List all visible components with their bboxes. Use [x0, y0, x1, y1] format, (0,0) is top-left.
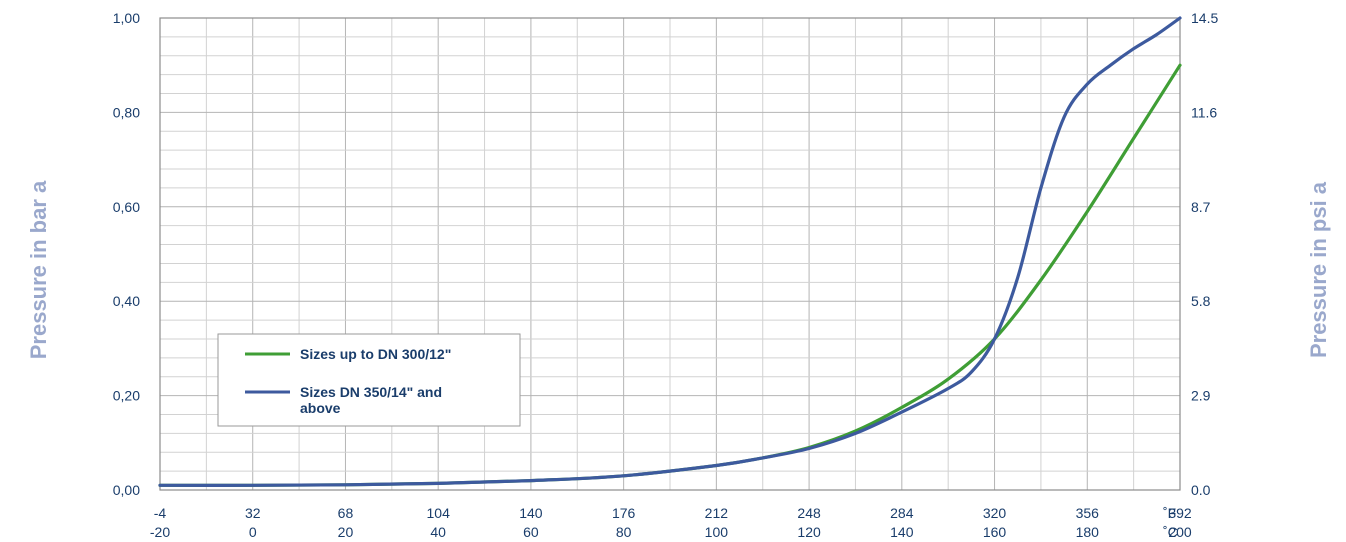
y2-tick-label: 8.7 [1191, 199, 1211, 215]
x-tick-label-fahrenheit: 68 [338, 505, 354, 521]
y-tick-label: 0,40 [113, 293, 140, 309]
plot-frame [159, 17, 1181, 491]
x-tick-label-fahrenheit: 284 [890, 505, 914, 521]
grid [160, 18, 1180, 490]
x-tick-label-fahrenheit: -4 [154, 505, 167, 521]
x-tick-label-fahrenheit: 392 [1168, 505, 1192, 521]
x-tick-label-celsius: 0 [249, 524, 257, 540]
x-tick-label-fahrenheit: 356 [1076, 505, 1100, 521]
y2-tick-label: 5.8 [1191, 293, 1211, 309]
y2-tick-label: 11.6 [1191, 104, 1217, 120]
x-tick-label-fahrenheit: 212 [705, 505, 729, 521]
y2-tick-label: 2.9 [1191, 388, 1211, 404]
legend: Sizes up to DN 300/12" Sizes DN 350/14" … [217, 333, 521, 427]
y-tick-label: 0,80 [113, 104, 140, 120]
y-axis-left-title: Pressure in bar a [26, 180, 51, 359]
x-tick-label-celsius: 140 [890, 524, 914, 540]
y2-tick-label: 14.5 [1191, 10, 1218, 26]
y2-tick-label: 0.0 [1191, 482, 1211, 498]
x-tick-label-celsius: 160 [983, 524, 1007, 540]
x-tick-label-fahrenheit: 320 [983, 505, 1007, 521]
x-tick-label-celsius: -20 [150, 524, 170, 540]
x-axis: -4-2032068201044014060176802121002481202… [150, 505, 1192, 540]
x-tick-label-celsius: 40 [430, 524, 446, 540]
x-tick-label-celsius: 100 [705, 524, 729, 540]
y-axis-right-title: Pressure in psi a [1306, 181, 1331, 358]
x-unit-fahrenheit: ˚F [1163, 505, 1176, 521]
y-tick-label: 0,00 [113, 482, 140, 498]
y-tick-label: 1,00 [113, 10, 140, 26]
x-tick-label-celsius: 20 [338, 524, 354, 540]
x-unit-celsius: ˚C [1163, 524, 1178, 540]
legend-label-series-1: Sizes up to DN 300/12" [300, 346, 451, 362]
y-tick-label: 0,20 [113, 388, 140, 404]
y-axis-left: 0,00 0,20 0,40 0,60 0,80 1,00 [113, 10, 140, 498]
x-tick-label-celsius: 120 [797, 524, 821, 540]
legend-box [217, 333, 521, 427]
x-tick-label-fahrenheit: 176 [612, 505, 636, 521]
legend-label-series-2-line-2: above [300, 400, 341, 416]
x-tick-label-celsius: 60 [523, 524, 539, 540]
y-axis-right: 0.0 2.9 5.8 8.7 11.6 14.5 [1191, 10, 1218, 498]
series-line-2 [158, 16, 1182, 487]
x-tick-label-fahrenheit: 104 [427, 505, 451, 521]
y-tick-label: 0,60 [113, 199, 140, 215]
legend-label-series-2: Sizes DN 350/14" and [300, 384, 442, 400]
x-tick-label-celsius: 80 [616, 524, 632, 540]
x-tick-label-celsius: 180 [1076, 524, 1100, 540]
x-tick-label-fahrenheit: 248 [797, 505, 821, 521]
x-tick-label-fahrenheit: 140 [519, 505, 543, 521]
x-tick-label-fahrenheit: 32 [245, 505, 261, 521]
series-lines [158, 16, 1182, 487]
x-tick-label-celsius: 200 [1168, 524, 1192, 540]
